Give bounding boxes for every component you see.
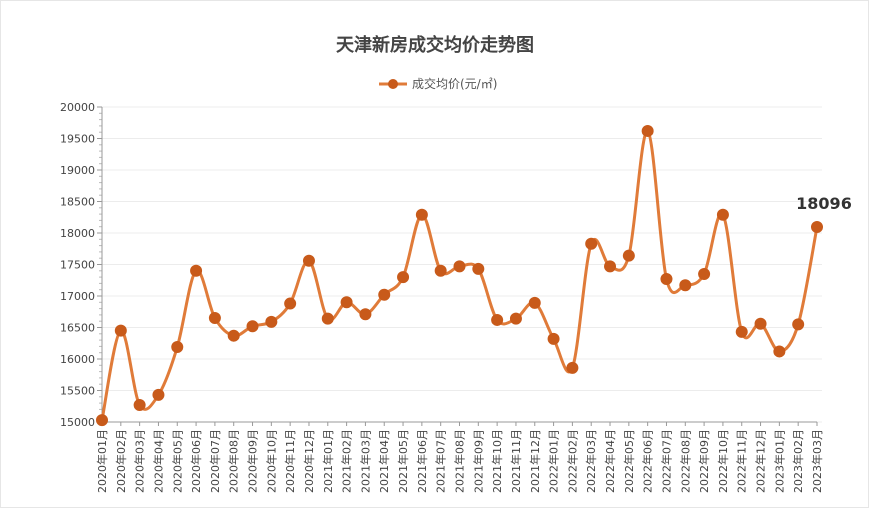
x-tick-label: 2022年11月 (735, 429, 749, 493)
legend[interactable]: 成交均价(元/㎡) (379, 76, 497, 91)
x-tick-label: 2020年08月 (227, 429, 241, 493)
data-point[interactable] (415, 208, 428, 221)
data-point[interactable] (321, 312, 334, 325)
x-tick-label: 2021年02月 (340, 429, 354, 493)
x-tick-label: 2022年12月 (754, 429, 768, 493)
data-point[interactable] (754, 317, 767, 330)
x-tick-label: 2020年09月 (246, 429, 260, 493)
data-point[interactable] (811, 220, 823, 233)
x-tick-label: 2021年04月 (377, 429, 391, 493)
x-tick-label: 2020年04月 (151, 429, 165, 493)
x-tick-label: 2022年01月 (547, 429, 561, 493)
data-point[interactable] (397, 271, 410, 284)
x-tick-label: 2020年10月 (264, 429, 278, 493)
y-tick-label: 17000 (60, 290, 95, 303)
data-point[interactable] (660, 272, 673, 285)
x-tick-label: 2020年07月 (208, 429, 222, 493)
data-point[interactable] (284, 297, 297, 310)
x-tick-label: 2022年09月 (697, 429, 711, 493)
data-point[interactable] (679, 279, 692, 292)
x-tick-label: 2020年11月 (283, 429, 297, 493)
y-tick-label: 19000 (60, 164, 95, 177)
x-tick-label: 2021年10月 (490, 429, 504, 493)
chart-title: 天津新房成交均价走势图 (336, 34, 534, 56)
x-tick-label: 2021年09月 (471, 429, 485, 493)
x-tick-label: 2022年03月 (584, 429, 598, 493)
x-tick-label: 2022年06月 (641, 429, 655, 493)
axes: 15000 15500 16000 16500 17000 17500 18000 18500… (60, 101, 824, 493)
data-point[interactable] (792, 318, 805, 331)
x-tick-label: 2021年07月 (434, 429, 448, 493)
y-tick-label: 18500 (60, 196, 95, 209)
x-tick-label: 2022年02月 (565, 429, 579, 493)
x-tick-label: 2023年02月 (791, 429, 805, 493)
data-labels: 18096 (796, 194, 852, 213)
x-tick-label: 2021年03月 (358, 429, 372, 493)
x-tick-label: 2021年11月 (509, 429, 523, 493)
x-tick-label: 2023年03月 (810, 429, 824, 493)
data-point[interactable] (171, 341, 184, 354)
y-tick-label: 19500 (60, 133, 95, 146)
y-tick-label: 15500 (60, 385, 95, 398)
data-point[interactable] (434, 264, 447, 277)
data-point[interactable] (547, 332, 560, 345)
legend-label: 成交均价(元/㎡) (412, 76, 497, 91)
x-tick-label: 2023年01月 (772, 429, 786, 493)
data-point[interactable] (472, 262, 485, 275)
data-point[interactable] (246, 320, 259, 333)
y-tick-label: 17500 (60, 259, 95, 272)
data-point[interactable] (340, 296, 353, 309)
data-point[interactable] (604, 260, 617, 273)
last-value-label: 18096 (796, 194, 852, 213)
data-point[interactable] (190, 264, 203, 277)
data-point[interactable] (208, 312, 221, 325)
x-tick-label: 2020年12月 (302, 429, 316, 493)
series (96, 124, 823, 427)
data-point[interactable] (96, 414, 108, 427)
data-point[interactable] (622, 249, 635, 262)
x-tick-label: 2022年10月 (716, 429, 730, 493)
data-point[interactable] (227, 329, 240, 342)
x-tick-label: 2022年07月 (659, 429, 673, 493)
x-tick-label: 2020年05月 (170, 429, 184, 493)
x-tick-label: 2021年06月 (415, 429, 429, 493)
x-tick-label: 2022年08月 (678, 429, 692, 493)
data-point[interactable] (359, 308, 372, 321)
data-point[interactable] (265, 315, 278, 328)
x-tick-label: 2021年01月 (321, 429, 335, 493)
y-tick-label: 16500 (60, 322, 95, 335)
data-point[interactable] (378, 288, 391, 301)
legend-marker (388, 79, 398, 89)
data-point[interactable] (773, 345, 786, 358)
x-tick-label: 2020年01月 (95, 429, 109, 493)
data-point[interactable] (453, 260, 466, 273)
x-tick-label: 2021年05月 (396, 429, 410, 493)
data-point[interactable] (302, 254, 315, 267)
y-tick-label: 20000 (60, 101, 95, 114)
data-point[interactable] (152, 388, 165, 401)
data-point[interactable] (566, 361, 579, 374)
data-point[interactable] (509, 312, 522, 325)
x-tick-label: 2020年06月 (189, 429, 203, 493)
data-point[interactable] (641, 124, 654, 137)
data-point[interactable] (133, 398, 146, 411)
data-point[interactable] (585, 237, 598, 250)
y-tick-label: 16000 (60, 353, 95, 366)
x-tick-label: 2020年03月 (133, 429, 147, 493)
data-point[interactable] (735, 325, 748, 338)
x-tick-label: 2020年02月 (114, 429, 128, 493)
data-point[interactable] (491, 313, 504, 326)
y-tick-label: 18000 (60, 227, 95, 240)
y-tick-label: 15000 (60, 416, 95, 429)
x-tick-label: 2021年12月 (528, 429, 542, 493)
x-tick-label: 2021年08月 (453, 429, 467, 493)
x-tick-label: 2022年05月 (622, 429, 636, 493)
data-point[interactable] (114, 324, 127, 337)
x-tick-label: 2022年04月 (603, 429, 617, 493)
data-point[interactable] (528, 296, 541, 309)
data-point[interactable] (716, 208, 729, 221)
data-point[interactable] (698, 267, 711, 280)
